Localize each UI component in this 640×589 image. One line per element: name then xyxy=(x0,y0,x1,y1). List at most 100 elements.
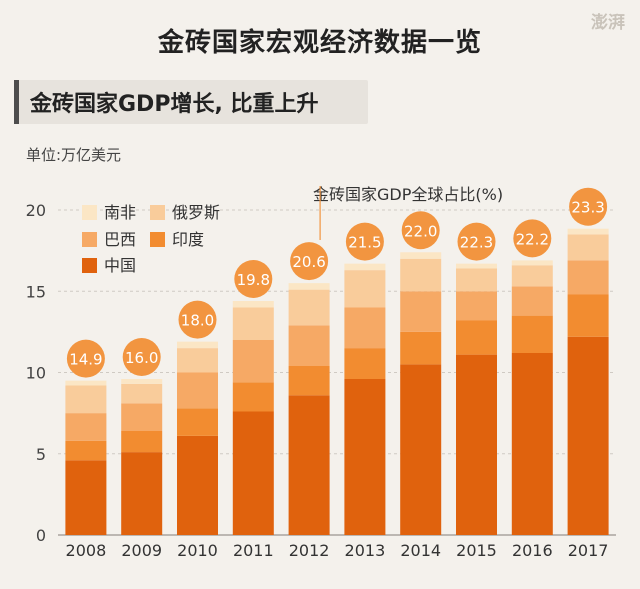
bar-南非-2016 xyxy=(511,260,553,266)
bar-巴西-2008 xyxy=(65,413,107,441)
legend-label-南非: 南非 xyxy=(104,203,136,222)
legend-label-俄罗斯: 俄罗斯 xyxy=(172,203,220,222)
share-value-2011: 19.8 xyxy=(237,271,270,289)
x-tick-label-2011: 2011 xyxy=(233,541,274,560)
bar-印度-2016 xyxy=(511,315,553,353)
bar-中国-2011 xyxy=(232,411,274,535)
bar-中国-2009 xyxy=(121,452,163,535)
bar-印度-2012 xyxy=(288,366,330,396)
bar-俄罗斯-2013 xyxy=(344,270,386,308)
y-tick-label-5: 5 xyxy=(36,445,46,464)
share-bubble-2008 xyxy=(66,339,105,378)
legend-label-中国: 中国 xyxy=(104,256,136,275)
bar-俄罗斯-2008 xyxy=(65,385,107,414)
share-bubble-2017 xyxy=(569,187,608,226)
bar-南非-2011 xyxy=(232,301,274,308)
x-tick-label-2013: 2013 xyxy=(345,541,386,560)
bar-中国-2012 xyxy=(288,395,330,535)
share-bubble-2016 xyxy=(513,219,552,258)
share-bubbles: 14.9 16.0 18.0 19.8 20.6 21.5 22.0 22.3 22.2 23.3 xyxy=(66,187,608,378)
y-tick-label-20: 20 xyxy=(26,201,46,220)
bar-印度-2014 xyxy=(400,331,442,365)
share-series-label: 金砖国家GDP全球占比(%) xyxy=(313,185,504,204)
x-tick-label-2012: 2012 xyxy=(289,541,330,560)
x-tick-labels: 2008 2009 2010 2011 2012 2013 2014 2015 2016 2017 xyxy=(66,541,609,560)
x-tick-label-2008: 2008 xyxy=(66,541,107,560)
bar-中国-2014 xyxy=(400,364,442,535)
y-tick-label-15: 15 xyxy=(26,282,46,301)
bar-印度-2015 xyxy=(456,320,497,355)
share-value-2016: 22.2 xyxy=(516,230,549,248)
chart-subtitle: 金砖国家GDP增长, 比重上升 xyxy=(30,92,319,117)
bar-俄罗斯-2014 xyxy=(400,258,442,292)
legend-label-印度: 印度 xyxy=(172,230,204,249)
y-axis-unit: 单位:万亿美元 xyxy=(26,146,122,164)
chart-title: 金砖国家宏观经济数据一览 xyxy=(157,28,482,58)
subtitle-accent-bar xyxy=(14,80,19,124)
x-tick-label-2016: 2016 xyxy=(512,541,553,560)
share-bubble-2009 xyxy=(122,338,161,376)
bar-南非-2015 xyxy=(456,263,497,269)
legend-swatch-印度 xyxy=(150,232,165,247)
bar-南非-2017 xyxy=(567,228,609,235)
share-value-2009: 16.0 xyxy=(125,349,158,367)
share-bubble-2014 xyxy=(401,211,440,250)
subtitle-banner: 金砖国家GDP增长, 比重上升 xyxy=(14,80,368,124)
bar-中国-2015 xyxy=(456,354,497,535)
bar-巴西-2014 xyxy=(400,291,442,332)
x-tick-label-2014: 2014 xyxy=(400,541,441,560)
bars xyxy=(65,228,609,535)
x-tick-label-2010: 2010 xyxy=(177,541,218,560)
bar-中国-2010 xyxy=(177,435,218,535)
bar-巴西-2011 xyxy=(232,340,274,383)
legend-swatch-巴西 xyxy=(82,232,97,247)
bar-南非-2012 xyxy=(288,283,330,290)
bar-巴西-2009 xyxy=(121,403,163,431)
bar-俄罗斯-2017 xyxy=(567,234,609,261)
bar-印度-2011 xyxy=(232,382,274,412)
bar-南非-2008 xyxy=(65,380,107,386)
publisher-logo: 澎湃 xyxy=(591,13,625,33)
x-tick-label-2009: 2009 xyxy=(121,541,162,560)
bar-印度-2010 xyxy=(177,408,218,436)
share-value-2013: 21.5 xyxy=(348,234,381,252)
bar-印度-2013 xyxy=(344,348,386,379)
bar-巴西-2015 xyxy=(456,291,497,321)
subtitle-background xyxy=(14,80,368,124)
bar-巴西-2016 xyxy=(511,286,553,316)
bar-巴西-2012 xyxy=(288,325,330,366)
share-value-2008: 14.9 xyxy=(69,351,102,369)
bar-南非-2013 xyxy=(344,263,386,271)
bar-俄罗斯-2011 xyxy=(232,307,274,340)
share-value-2017: 23.3 xyxy=(571,199,604,217)
share-value-2014: 22.0 xyxy=(404,222,437,240)
bar-俄罗斯-2012 xyxy=(288,289,330,326)
bar-印度-2017 xyxy=(567,294,609,337)
y-tick-label-10: 10 xyxy=(26,364,46,383)
bar-印度-2008 xyxy=(65,440,107,461)
share-bubble-2012 xyxy=(290,242,329,281)
share-bubble-2015 xyxy=(457,222,496,261)
legend-label-巴西: 巴西 xyxy=(104,230,136,249)
x-tick-label-2015: 2015 xyxy=(456,541,497,560)
bar-中国-2008 xyxy=(65,460,107,535)
bar-俄罗斯-2015 xyxy=(456,268,497,292)
bar-巴西-2017 xyxy=(567,260,609,295)
share-value-2012: 20.6 xyxy=(292,253,325,271)
bar-俄罗斯-2009 xyxy=(121,383,163,404)
bar-南非-2014 xyxy=(400,252,442,259)
bar-巴西-2010 xyxy=(177,372,218,409)
legend-swatch-南非 xyxy=(82,205,97,220)
bar-印度-2009 xyxy=(121,431,163,453)
legend-swatch-俄罗斯 xyxy=(150,205,165,220)
share-bubble-2011 xyxy=(234,260,273,298)
y-tick-label-0: 0 xyxy=(36,526,46,545)
bar-中国-2016 xyxy=(511,353,553,535)
share-bubble-2010 xyxy=(178,300,217,339)
bar-南非-2010 xyxy=(177,341,218,349)
share-value-2015: 22.3 xyxy=(460,234,493,252)
legend-swatch-中国 xyxy=(82,258,97,273)
bar-俄罗斯-2010 xyxy=(177,348,218,373)
bar-中国-2017 xyxy=(567,336,609,535)
